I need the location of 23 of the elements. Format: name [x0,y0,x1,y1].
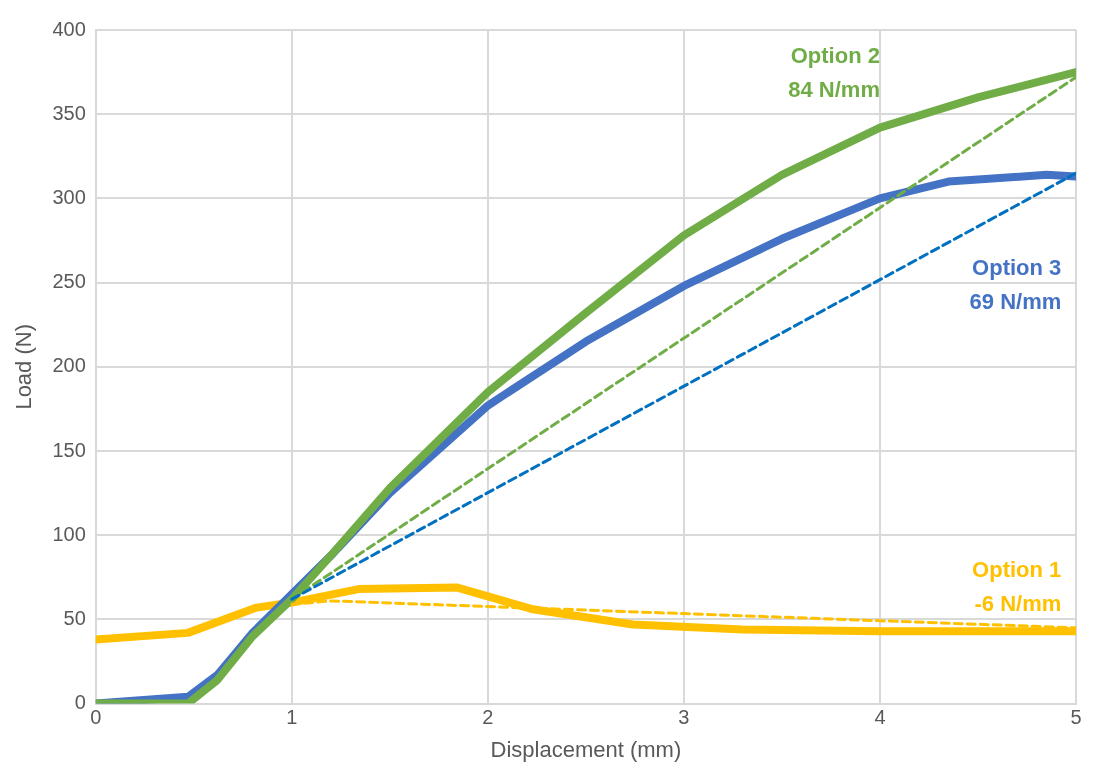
x-tick-label: 5 [1070,706,1082,729]
y-tick-label: 150 [52,438,86,461]
y-tick-label: 350 [52,101,86,124]
annotation: 69 N/mm [969,288,1062,314]
text: Option 1 [972,556,1062,582]
x-axis-title: Displacement (mm) [490,736,682,762]
text: Option 3 [972,254,1062,280]
annotation: -6 N/mm [974,590,1062,616]
y-tick-label: 400 [52,17,86,40]
y-tick-label: 50 [63,606,86,629]
y-tick-label: 300 [52,185,86,208]
x-tick-label: 4 [874,706,886,729]
x-tick-label: 3 [678,706,690,729]
text: Option 2 [790,42,880,68]
annotation: 84 N/mm [788,76,880,102]
x-tick-label: 2 [482,706,494,729]
y-tick-label: 200 [52,354,86,377]
y-tick-label: 100 [52,522,86,545]
y-tick-label: 250 [52,270,86,293]
x-tick-label: 0 [90,706,102,729]
y-axis-title: Load (N) [11,324,37,410]
x-tick-label: 1 [286,706,298,729]
y-tick-label: 0 [74,691,86,714]
